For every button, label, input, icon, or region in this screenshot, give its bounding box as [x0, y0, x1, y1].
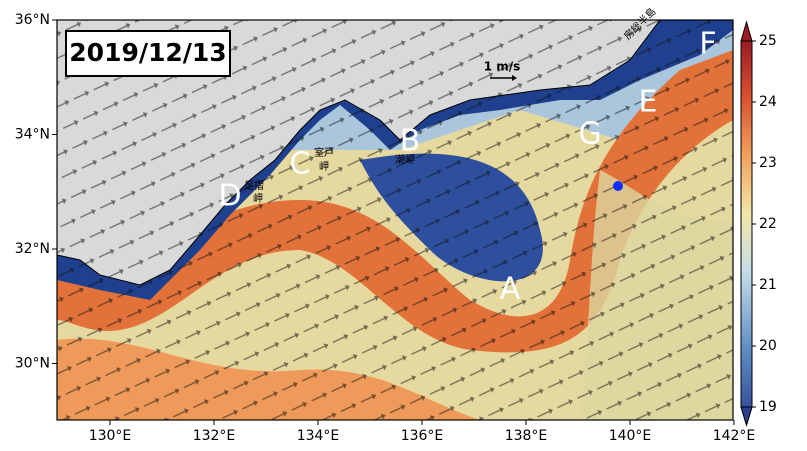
place-label: 足摺 — [244, 179, 264, 192]
colorbar-cap — [740, 406, 753, 427]
region-label: D — [218, 179, 241, 214]
place-label: 岬 — [319, 161, 329, 173]
y-tick-label: 36°N — [15, 12, 50, 28]
x-tick-label: 136°E — [401, 428, 444, 444]
x-tick-label: 138°E — [505, 428, 548, 444]
region-label: G — [578, 117, 601, 152]
scale-label: 1 m/s — [484, 60, 521, 74]
x-tick-label: 130°E — [89, 428, 132, 444]
x-tick-label: 140°E — [609, 428, 652, 444]
colorbar-tick-label: 19 — [759, 399, 777, 415]
station-dot — [613, 181, 623, 191]
region-label: F — [699, 27, 716, 62]
place-label: 岬 — [253, 193, 263, 205]
date-label: 2019/12/13 — [69, 38, 226, 67]
x-tick-label: 134°E — [297, 428, 340, 444]
scale-arrowhead — [512, 75, 517, 81]
colorbar-cap — [740, 20, 753, 42]
x-tick-label: 132°E — [193, 428, 236, 444]
colorbar-tick-label: 25 — [759, 33, 777, 49]
colorbar-tick-label: 24 — [759, 94, 777, 110]
y-tick-label: 34°N — [15, 127, 50, 143]
y-tick-label: 30°N — [15, 356, 50, 372]
x-tick-label: 142°E — [713, 428, 756, 444]
colorbar-tick-label: 20 — [759, 338, 777, 354]
colorbar-tick-label: 21 — [759, 277, 777, 293]
place-label: 潮岬 — [395, 153, 415, 166]
region-label: C — [290, 147, 311, 182]
region-label: A — [500, 272, 521, 307]
colorbar-tick-label: 22 — [759, 216, 777, 232]
map-frame — [56, 19, 734, 421]
map-field — [57, 20, 733, 420]
date-box — [65, 30, 231, 77]
colorbar-tick-label: 23 — [759, 155, 777, 171]
colorbar — [740, 40, 753, 427]
region-label: B — [400, 124, 421, 159]
region-label: E — [639, 85, 658, 120]
y-tick-label: 32°N — [15, 241, 50, 257]
place-label: 室戸 — [314, 146, 334, 159]
